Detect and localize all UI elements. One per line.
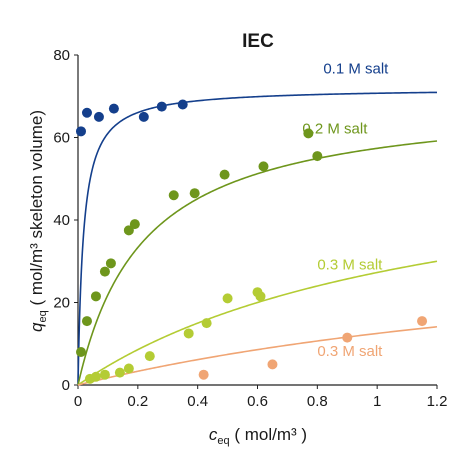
data-point-series-2 bbox=[114, 367, 125, 378]
fit-curves bbox=[77, 91, 438, 386]
data-point-series-3 bbox=[417, 316, 428, 327]
data-point-series-1 bbox=[99, 266, 110, 277]
y-tick-label: 0 bbox=[62, 377, 70, 394]
x-tick-label: 1.2 bbox=[427, 393, 448, 410]
y-label-main: q bbox=[27, 322, 46, 332]
data-point-series-0 bbox=[156, 101, 167, 112]
data-point-series-1 bbox=[81, 316, 92, 327]
data-point-series-0 bbox=[177, 99, 188, 110]
data-point-series-3 bbox=[267, 359, 278, 370]
x-tick-label: 0.2 bbox=[127, 393, 148, 410]
data-point-series-2 bbox=[201, 318, 212, 329]
y-tick-label: 20 bbox=[53, 295, 70, 312]
data-point-series-2 bbox=[183, 328, 194, 339]
x-label-main: c bbox=[209, 425, 218, 444]
data-point-series-0 bbox=[138, 111, 149, 122]
data-point-series-1 bbox=[219, 169, 230, 180]
series-label-2: 0.3 M salt bbox=[317, 257, 383, 274]
data-point-series-0 bbox=[93, 111, 104, 122]
data-point-series-1 bbox=[123, 225, 134, 236]
data-point-series-0 bbox=[108, 103, 119, 114]
x-axis-label: ceq ( mol/m³ ) bbox=[209, 425, 307, 447]
data-point-series-0 bbox=[75, 126, 86, 137]
x-tick-label: 0.4 bbox=[187, 393, 208, 410]
data-point-series-2 bbox=[123, 363, 134, 374]
svg-text:qeq ( mol/m³ skeleton volume): qeq ( mol/m³ skeleton volume) bbox=[27, 110, 49, 332]
data-point-series-1 bbox=[75, 347, 86, 357]
data-point-series-2 bbox=[222, 293, 233, 304]
fit-line-series-0 bbox=[77, 91, 438, 385]
data-points bbox=[75, 99, 428, 384]
data-point-series-2 bbox=[255, 291, 266, 302]
data-point-series-3 bbox=[198, 369, 209, 380]
data-point-series-1 bbox=[189, 188, 200, 199]
data-point-series-1 bbox=[90, 291, 101, 302]
chart-title: IEC bbox=[242, 31, 274, 52]
y-label-sub: eq bbox=[37, 310, 49, 322]
x-tick-label: 0.6 bbox=[247, 393, 268, 410]
y-label-unit: ( mol/m³ skeleton volume) bbox=[27, 110, 46, 306]
svg-text:ceq ( mol/m³ ): ceq ( mol/m³ ) bbox=[209, 425, 307, 447]
series-label-1: 0.2 M salt bbox=[302, 120, 368, 137]
fit-line-series-1 bbox=[77, 140, 438, 386]
data-point-series-2 bbox=[99, 369, 110, 380]
y-tick-label: 40 bbox=[53, 212, 70, 229]
series-labels: 0.1 M salt 0.2 M salt 0.3 M salt 0.3 M salt bbox=[302, 61, 389, 361]
data-point-series-1 bbox=[168, 190, 179, 201]
data-point-series-1 bbox=[129, 219, 140, 230]
x-tick-label: 0.8 bbox=[307, 393, 328, 410]
axes: 0 0.2 0.4 0.6 0.8 1 1.2 0 20 40 60 80 bbox=[53, 47, 447, 410]
data-point-series-1 bbox=[303, 128, 314, 139]
x-tick-label: 1 bbox=[373, 393, 381, 410]
fit-line-series-3 bbox=[77, 325, 438, 386]
data-point-series-1 bbox=[105, 258, 116, 269]
x-label-sub: eq bbox=[217, 435, 229, 447]
x-label-unit: ( mol/m³ ) bbox=[234, 425, 307, 444]
data-point-series-3 bbox=[342, 332, 353, 343]
series-label-3: 0.3 M salt bbox=[317, 343, 383, 360]
x-tick-label: 0 bbox=[74, 393, 82, 410]
data-point-series-1 bbox=[258, 161, 269, 172]
data-point-series-2 bbox=[144, 351, 155, 362]
data-point-series-1 bbox=[312, 151, 323, 162]
series-label-0: 0.1 M salt bbox=[323, 61, 389, 78]
data-point-series-0 bbox=[81, 107, 92, 118]
data-point-series-2 bbox=[90, 371, 101, 382]
y-tick-label: 60 bbox=[53, 130, 70, 147]
y-tick-label: 80 bbox=[53, 47, 70, 64]
y-axis-label: qeq ( mol/m³ skeleton volume) bbox=[27, 110, 49, 332]
